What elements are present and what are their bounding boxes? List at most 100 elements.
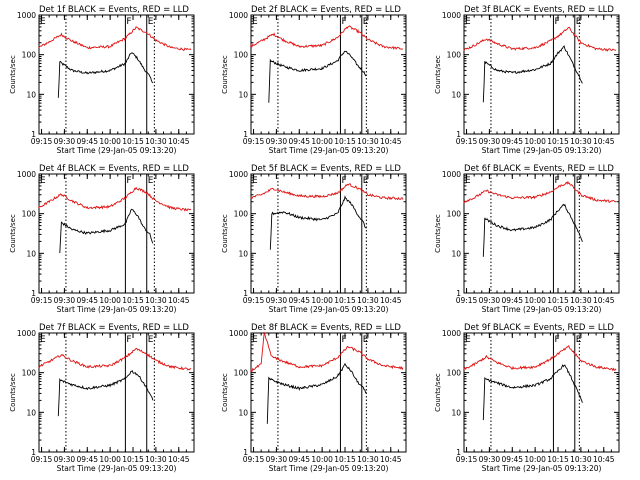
x-tick-label: 10:45	[593, 137, 615, 146]
series-line-lld	[463, 180, 617, 203]
x-axis-label: Start Time (29-Jan-05 09:13:20)	[57, 146, 177, 155]
x-tick-label: 10:30	[570, 137, 592, 146]
x-tick-label: 10:45	[168, 296, 190, 305]
x-tick-label: 09:45	[76, 455, 98, 464]
y-tick-label: 10	[26, 249, 36, 258]
y-tick-label: 1000	[17, 11, 36, 20]
eclipse-marker-label: E	[148, 335, 154, 345]
series-line-lld	[38, 186, 192, 212]
x-tick-label: 10:15	[334, 137, 356, 146]
x-tick-label: 09:15	[31, 137, 53, 146]
x-tick-label: 10:00	[524, 455, 546, 464]
x-tick-label: 10:00	[524, 296, 546, 305]
x-tick-label: 10:45	[593, 296, 615, 305]
eclipse-marker-label: E	[148, 17, 154, 27]
x-tick-label: 09:15	[243, 137, 265, 146]
plot-frame	[38, 173, 195, 294]
x-tick-label: 10:45	[593, 455, 615, 464]
x-tick-label: 09:15	[456, 455, 478, 464]
series-line-events	[59, 208, 154, 254]
y-tick-label: 100	[22, 369, 37, 378]
panel-det-6f: Det 6f BLACK = Events, RED = LLD 1 10 100 10…	[434, 164, 620, 314]
eclipse-marker-label: E	[40, 335, 46, 345]
x-tick-label: 10:00	[311, 296, 333, 305]
series-line-lld	[38, 26, 192, 51]
panel-det-4f: Det 4f BLACK = Events, RED = LLD 1 10 100 10…	[9, 164, 195, 314]
y-tick-label: 1000	[442, 170, 461, 179]
x-tick-label: 09:30	[266, 296, 288, 305]
y-tick-label: 100	[447, 210, 462, 219]
eclipse-marker-label: E	[576, 335, 582, 345]
x-tick-label: 10:45	[380, 296, 402, 305]
y-tick-label: 1000	[17, 170, 36, 179]
plot-frame	[463, 173, 620, 294]
x-tick-label: 10:30	[145, 137, 167, 146]
eclipse-marker-label: E	[252, 335, 258, 345]
plot-frame	[463, 332, 620, 453]
eclipse-marker-label: E	[465, 17, 471, 27]
y-tick-label: 10	[451, 90, 461, 99]
plot-frame	[38, 332, 195, 453]
eclipse-marker-label: E	[363, 335, 369, 345]
y-tick-label: 1000	[17, 329, 36, 338]
x-tick-label: 09:45	[501, 296, 523, 305]
x-tick-label: 10:15	[334, 296, 356, 305]
x-axis-label: Start Time (29-Jan-05 09:13:20)	[269, 464, 389, 473]
panel-det-2f: Det 2f BLACK = Events, RED = LLD 1 10 100 10…	[221, 5, 407, 155]
flare-marker-label: F	[341, 17, 346, 27]
x-tick-label: 09:15	[243, 296, 265, 305]
panel-title: Det 4f BLACK = Events, RED = LLD	[39, 164, 189, 174]
panel-title: Det 7f BLACK = Events, RED = LLD	[39, 323, 189, 333]
y-axis-label: Counts/sec	[221, 55, 229, 94]
x-tick-label: 09:45	[76, 296, 98, 305]
y-tick-label: 1000	[229, 170, 248, 179]
y-tick-label: 1	[456, 448, 461, 457]
x-tick-label: 09:45	[288, 455, 310, 464]
y-tick-label: 10	[26, 408, 36, 417]
x-tick-label: 09:15	[31, 296, 53, 305]
x-tick-label: 09:30	[479, 137, 501, 146]
y-tick-label: 1000	[442, 329, 461, 338]
y-tick-label: 1	[243, 289, 248, 298]
plot-frame	[250, 332, 407, 453]
x-tick-label: 10:30	[145, 455, 167, 464]
x-tick-label: 09:30	[54, 137, 76, 146]
plot-frame	[250, 14, 407, 135]
x-tick-label: 10:15	[547, 455, 569, 464]
panel-title: Det 3f BLACK = Events, RED = LLD	[464, 5, 614, 15]
flare-marker-label: F	[554, 176, 559, 186]
panel-title: Det 9f BLACK = Events, RED = LLD	[464, 323, 614, 333]
x-tick-label: 09:30	[54, 455, 76, 464]
x-axis-label: Start Time (29-Jan-05 09:13:20)	[57, 305, 177, 314]
panel-title: Det 6f BLACK = Events, RED = LLD	[464, 164, 614, 174]
series-line-events	[269, 195, 367, 250]
x-tick-label: 09:30	[479, 455, 501, 464]
x-tick-label: 09:30	[479, 296, 501, 305]
y-tick-label: 100	[234, 369, 249, 378]
series-line-lld	[250, 25, 403, 51]
series-line-lld	[250, 331, 404, 373]
y-tick-label: 1	[456, 130, 461, 139]
panel-title: Det 1f BLACK = Events, RED = LLD	[39, 5, 189, 15]
x-tick-label: 09:15	[31, 455, 53, 464]
x-tick-label: 10:15	[334, 455, 356, 464]
y-axis-label: Counts/sec	[434, 55, 442, 94]
y-tick-label: 1000	[229, 329, 248, 338]
series-line-lld	[38, 347, 192, 371]
series-line-lld	[250, 183, 404, 201]
flare-marker-label: F	[126, 335, 131, 345]
x-tick-label: 09:30	[54, 296, 76, 305]
y-tick-label: 100	[22, 51, 37, 60]
x-tick-label: 10:00	[99, 455, 121, 464]
series-line-events	[57, 52, 154, 98]
y-tick-label: 1000	[229, 11, 248, 20]
eclipse-marker-label: E	[252, 17, 258, 27]
series-line-events	[482, 203, 583, 257]
panel-title: Det 8f BLACK = Events, RED = LLD	[251, 323, 401, 333]
y-tick-label: 10	[451, 249, 461, 258]
series-line-events	[482, 364, 583, 421]
eclipse-marker-label: E	[252, 176, 258, 186]
y-axis-label: Counts/sec	[9, 55, 17, 94]
y-tick-label: 1	[31, 448, 36, 457]
